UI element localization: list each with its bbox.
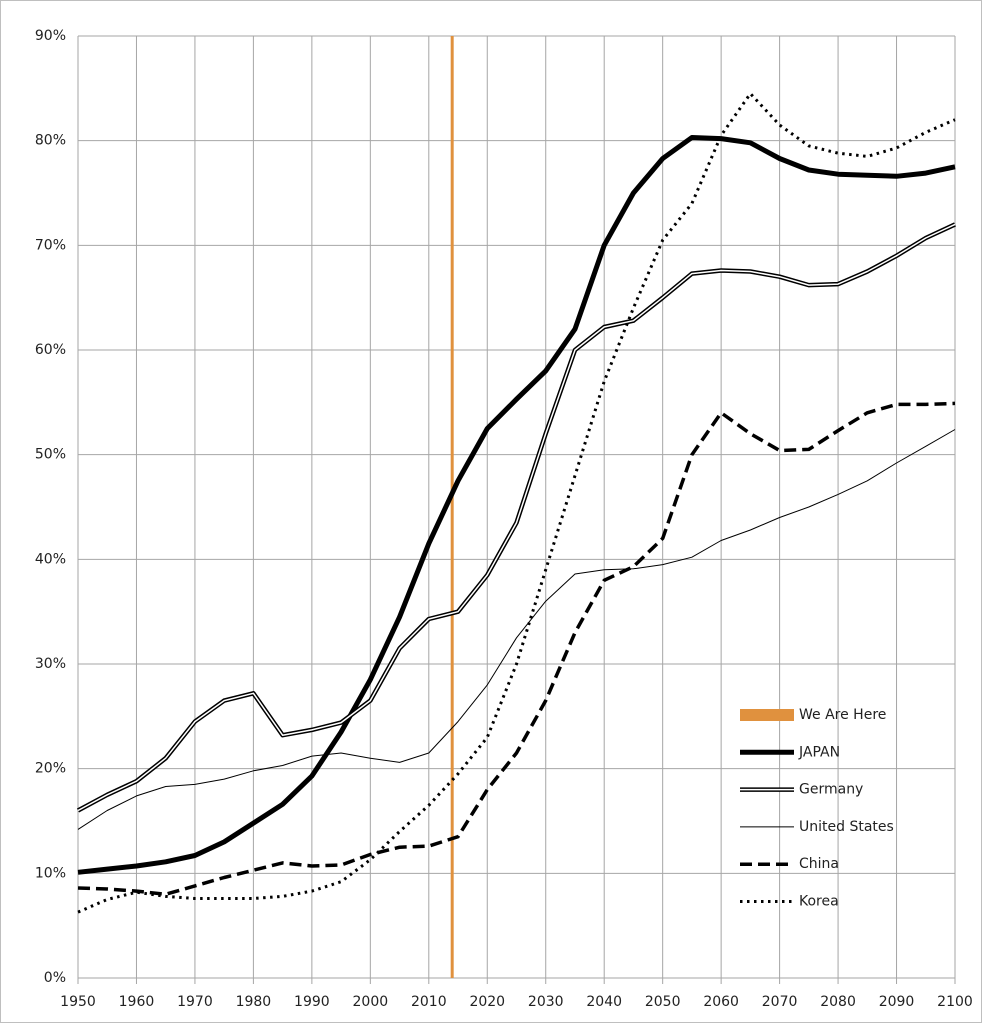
legend-label: United States xyxy=(799,819,894,835)
x-tick-label: 2080 xyxy=(820,994,856,1010)
x-tick-label: 2060 xyxy=(703,994,739,1010)
y-tick-label: 40% xyxy=(35,551,66,567)
x-tick-label: 2100 xyxy=(937,994,973,1010)
x-tick-label: 2010 xyxy=(411,994,447,1010)
legend-label: We Are Here xyxy=(799,707,886,723)
x-tick-label: 2070 xyxy=(762,994,798,1010)
series-line xyxy=(77,135,956,875)
y-tick-label: 0% xyxy=(44,970,66,986)
x-tick-label: 2030 xyxy=(528,994,564,1010)
legend-swatch xyxy=(740,709,794,721)
x-tick-label: 1990 xyxy=(294,994,330,1010)
series-line xyxy=(77,401,956,897)
y-tick-label: 60% xyxy=(35,342,66,358)
x-tick-label: 1950 xyxy=(60,994,96,1010)
x-tick-label: 2050 xyxy=(645,994,681,1010)
y-tick-label: 50% xyxy=(35,447,66,463)
x-tick-label: 2020 xyxy=(469,994,505,1010)
legend-label: Germany xyxy=(799,782,863,798)
x-tick-label: 1960 xyxy=(119,994,155,1010)
legend-label: JAPAN xyxy=(798,744,840,760)
x-tick-label: 2040 xyxy=(586,994,622,1010)
y-tick-label: 70% xyxy=(35,237,66,253)
series-line xyxy=(77,223,956,812)
y-tick-label: 30% xyxy=(35,656,66,672)
y-tick-label: 10% xyxy=(35,865,66,881)
x-tick-label: 2000 xyxy=(353,994,389,1010)
legend-label: Korea xyxy=(799,894,839,910)
x-tick-label: 1970 xyxy=(177,994,213,1010)
x-tick-label: 2090 xyxy=(879,994,915,1010)
legend-label: China xyxy=(799,856,839,872)
y-tick-label: 20% xyxy=(35,761,66,777)
series-line xyxy=(77,92,956,914)
y-tick-label: 80% xyxy=(35,133,66,149)
series-line xyxy=(77,429,956,830)
x-tick-label: 1980 xyxy=(236,994,272,1010)
y-tick-label: 90% xyxy=(35,28,66,44)
